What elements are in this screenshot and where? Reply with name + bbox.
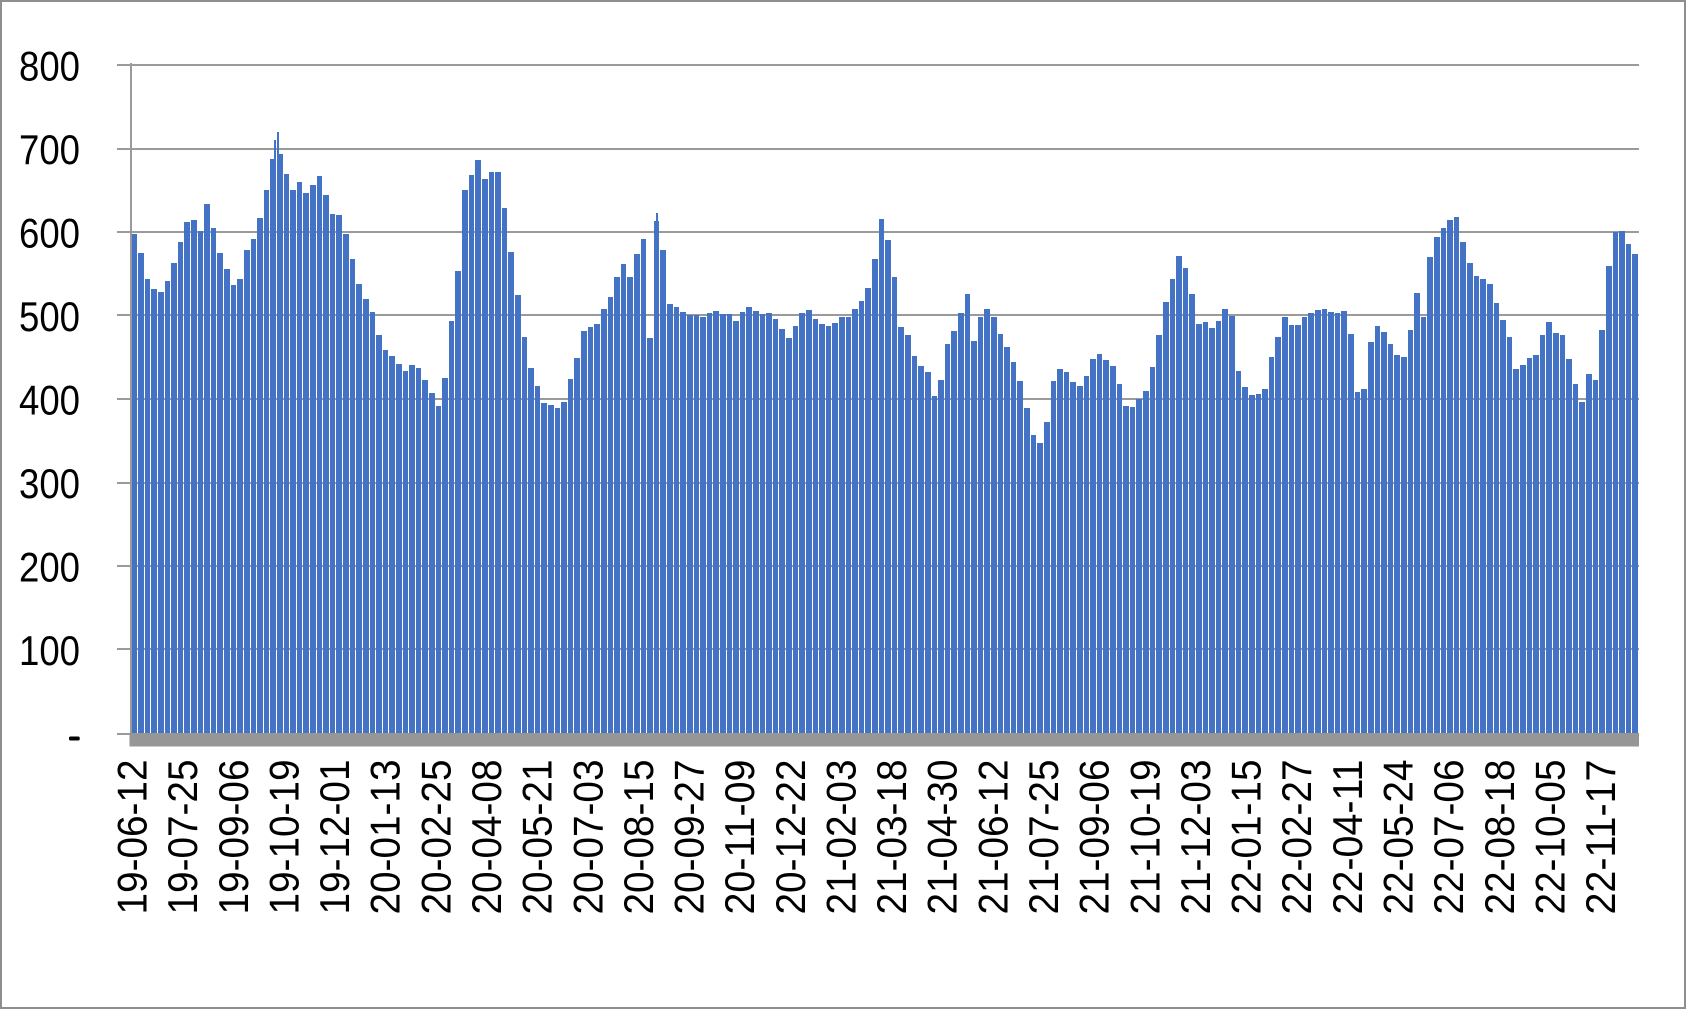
svg-text:200: 200 [19, 544, 80, 591]
svg-text:19-07-25: 19-07-25 [159, 760, 206, 915]
svg-text:600: 600 [19, 210, 80, 257]
svg-text:21-02-03: 21-02-03 [818, 760, 865, 915]
svg-text:22-08-18: 22-08-18 [1476, 760, 1523, 915]
svg-text:500: 500 [19, 293, 80, 340]
svg-text:21-12-03: 21-12-03 [1172, 760, 1219, 915]
svg-text:20-09-27: 20-09-27 [666, 760, 713, 915]
svg-text:22-04-11: 22-04-11 [1324, 760, 1371, 915]
svg-text:20-01-13: 20-01-13 [362, 760, 409, 915]
svg-text:21-09-06: 21-09-06 [1071, 760, 1118, 915]
svg-text:19-12-01: 19-12-01 [311, 760, 358, 915]
svg-text:22-10-05: 22-10-05 [1526, 760, 1573, 915]
svg-text:400: 400 [19, 377, 80, 424]
svg-text:20-02-25: 20-02-25 [412, 760, 459, 915]
svg-text:700: 700 [19, 126, 80, 173]
svg-text:20-05-21: 20-05-21 [514, 760, 561, 915]
svg-text:22-02-27: 22-02-27 [1273, 760, 1320, 915]
svg-text:22-05-24: 22-05-24 [1375, 760, 1422, 915]
svg-text:22-01-15: 22-01-15 [1223, 760, 1270, 915]
svg-text:22-11-17: 22-11-17 [1577, 760, 1624, 915]
svg-text:20-07-03: 20-07-03 [564, 760, 611, 915]
svg-text:300: 300 [19, 460, 80, 507]
svg-text:20-04-08: 20-04-08 [463, 760, 510, 915]
svg-text:19-09-06: 19-09-06 [210, 760, 257, 915]
svg-text:21-04-30: 21-04-30 [919, 759, 966, 914]
svg-text:22-07-06: 22-07-06 [1425, 760, 1472, 915]
svg-text:19-06-12: 19-06-12 [109, 760, 156, 915]
svg-text:20-12-22: 20-12-22 [767, 760, 814, 915]
svg-text:19-10-19: 19-10-19 [260, 760, 307, 915]
svg-text:21-06-12: 21-06-12 [969, 760, 1016, 915]
svg-text:21-07-25: 21-07-25 [1020, 760, 1067, 915]
svg-text:100: 100 [19, 627, 80, 674]
svg-text:20-11-09: 20-11-09 [716, 760, 763, 915]
svg-text:800: 800 [19, 43, 80, 90]
svg-text:21-03-18: 21-03-18 [868, 760, 915, 915]
svg-text:20-08-15: 20-08-15 [615, 760, 662, 915]
svg-text:21-10-19: 21-10-19 [1121, 760, 1168, 915]
